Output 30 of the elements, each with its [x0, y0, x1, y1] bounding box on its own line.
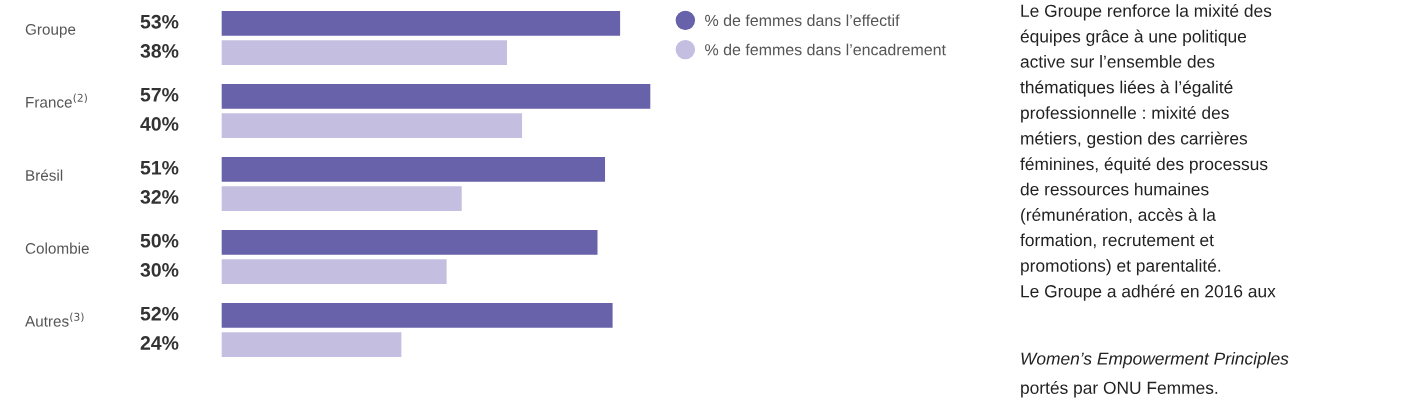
text: portés par ONU Femmes.: [1021, 381, 1218, 398]
bar: [221, 228, 599, 257]
bar: [221, 111, 524, 140]
data-label: 24%: [140, 336, 179, 350]
text: Women’s Empowerment Principles: [1021, 352, 1289, 369]
y-tick-label: Colombie: [25, 242, 89, 254]
bar: [221, 301, 614, 330]
bar: [221, 9, 622, 38]
y-tick-label: Brésil: [26, 169, 63, 181]
data-label: 53%: [140, 14, 179, 29]
data-label: 50%: [140, 233, 179, 248]
y-tick-label: Autres$^{(3)}$: [25, 312, 84, 327]
text: Le Groupe renforce la mixité des équipes grâce à une politique active sur l’ensemble des thématiques liées à l’égalité professionnelle : mixité des métiers, gestion des carrières féminines, équité des processus de ressources humaines (rémunération, accès à la formation, recrutement et promotions) et parentalité. Le Groupe a adhéré en 2016 aux: [1020, 4, 1276, 301]
data-label: 52%: [140, 306, 179, 321]
bar: [221, 155, 607, 184]
data-label: 40%: [140, 117, 179, 131]
bar: [221, 257, 449, 286]
data-label: 32%: [140, 190, 179, 204]
y-tick-label: France$^{(2)}$: [26, 93, 87, 108]
bar: [221, 38, 509, 67]
data-label: 30%: [140, 263, 179, 277]
legend-label: % de femmes dans l’encadrement: [705, 43, 946, 56]
bar: [221, 184, 464, 213]
y-tick-label: Groupe: [25, 23, 76, 38]
legend-label: % de femmes dans l’effectif: [705, 14, 900, 27]
data-label: 51%: [140, 160, 179, 175]
bar: [221, 82, 651, 111]
data-label: 57%: [140, 87, 179, 102]
data-label: 38%: [140, 44, 179, 58]
bar: [221, 330, 403, 359]
